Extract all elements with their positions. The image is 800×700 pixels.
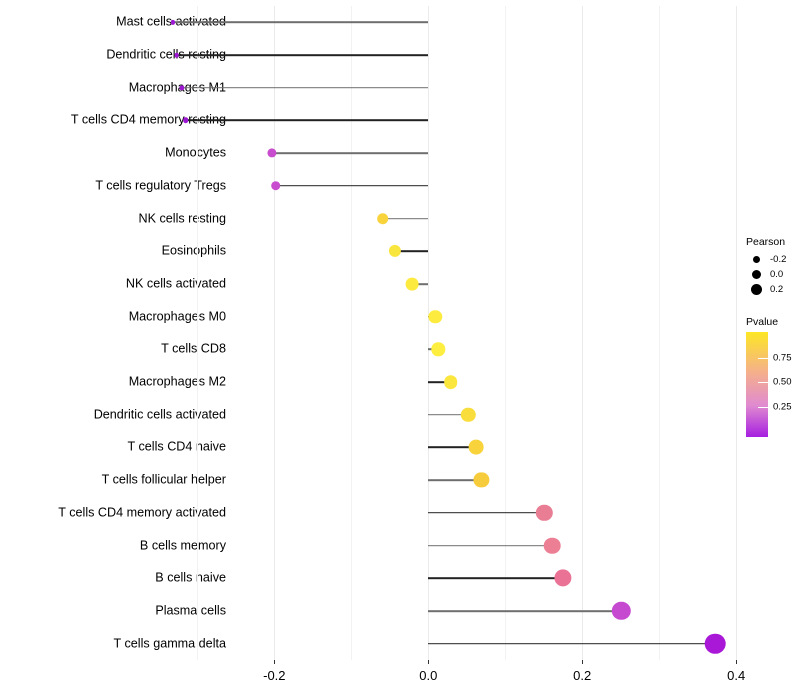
lollipop-point[interactable] bbox=[183, 117, 189, 124]
lollipop-point[interactable] bbox=[271, 181, 281, 191]
lollipop-stem bbox=[172, 21, 429, 24]
lollipop-point[interactable] bbox=[536, 504, 553, 522]
lollipop-stem bbox=[395, 250, 429, 253]
lollipop-stem bbox=[428, 610, 622, 612]
x-tick-mark bbox=[428, 660, 430, 664]
y-axis-label: Macrophages M0 bbox=[128, 309, 226, 324]
legend-group: Pearson -0.2 0.0 0.2 Pvalue 0.75 0.50 0.25 bbox=[746, 236, 800, 437]
lollipop-stem bbox=[176, 54, 429, 56]
lollipop-point[interactable] bbox=[377, 212, 389, 225]
gridline-minor bbox=[197, 6, 199, 660]
lollipop-stem bbox=[272, 152, 429, 154]
gridline-major bbox=[582, 6, 584, 660]
lollipop-stem bbox=[428, 512, 545, 514]
y-axis-label: Dendritic cells activated bbox=[93, 407, 226, 422]
y-axis-label: T cells CD4 memory activated bbox=[58, 505, 226, 520]
x-tick-label: 0.0 bbox=[419, 668, 438, 683]
size-legend-title: Pearson bbox=[746, 236, 786, 248]
y-axis-label: Plasma cells bbox=[155, 603, 226, 618]
gridline-major bbox=[736, 6, 738, 660]
color-legend-title: Pvalue bbox=[746, 316, 779, 328]
lollipop-stem bbox=[185, 119, 429, 122]
lollipop-stem bbox=[428, 381, 451, 383]
y-axis-label: T cells CD8 bbox=[161, 342, 226, 357]
lollipop-point[interactable] bbox=[389, 245, 402, 258]
lollipop-point[interactable] bbox=[428, 309, 442, 324]
colorbar-tick-label: 0.50 bbox=[773, 376, 792, 388]
y-axis-label: NK cells resting bbox=[138, 211, 227, 226]
lollipop-point[interactable] bbox=[468, 440, 484, 455]
y-axis-label: T cells CD4 naive bbox=[127, 440, 226, 455]
size-legend: Pearson -0.2 0.0 0.2 bbox=[746, 236, 800, 297]
y-axis-labels: Mast cells activated Dendritic cells rest… bbox=[0, 0, 226, 666]
gridline-minor bbox=[351, 6, 353, 660]
lollipop-stem bbox=[382, 217, 429, 220]
colorbar-tick-label: 0.25 bbox=[773, 401, 792, 413]
lollipop-stem bbox=[428, 446, 476, 449]
lollipop-point[interactable] bbox=[405, 277, 419, 291]
gridline-major bbox=[274, 6, 276, 660]
y-axis-label: T cells regulatory Tregs bbox=[95, 178, 226, 193]
lollipop-point[interactable] bbox=[170, 20, 175, 25]
size-legend-label: 0.0 bbox=[770, 269, 784, 280]
y-axis-label: Eosinophils bbox=[161, 243, 226, 258]
lollipop-point[interactable] bbox=[543, 537, 561, 554]
lollipop-stem bbox=[428, 413, 469, 416]
y-axis-label: T cells gamma delta bbox=[113, 636, 226, 651]
y-axis-label: B cells memory bbox=[139, 538, 226, 553]
gridline-major bbox=[428, 6, 430, 660]
plot-panel bbox=[170, 6, 740, 660]
y-axis-label: B cells naive bbox=[155, 570, 226, 585]
size-legend-dot bbox=[746, 270, 766, 279]
lollipop-point[interactable] bbox=[443, 375, 458, 389]
y-axis-label: Monocytes bbox=[165, 145, 226, 160]
y-axis-label: NK cells activated bbox=[125, 276, 226, 291]
lollipop-stem bbox=[428, 577, 563, 580]
x-tick-label: 0.4 bbox=[727, 668, 746, 683]
gridline-minor bbox=[659, 6, 661, 660]
lollipop-stem bbox=[428, 479, 482, 481]
size-legend-item: 0.0 bbox=[746, 267, 800, 282]
lollipop-stem bbox=[181, 86, 429, 89]
x-tick-mark bbox=[582, 660, 584, 664]
colorbar-wrap: 0.75 0.50 0.25 bbox=[746, 332, 800, 437]
colorbar-gradient bbox=[746, 332, 768, 437]
lollipop-point[interactable] bbox=[612, 601, 631, 621]
lollipop-stem bbox=[275, 185, 429, 187]
y-axis-label: T cells follicular helper bbox=[101, 472, 226, 487]
lollipop-point[interactable] bbox=[267, 148, 277, 158]
lollipop-point[interactable] bbox=[179, 85, 185, 91]
x-tick-label: -0.2 bbox=[263, 668, 286, 683]
size-legend-items: -0.2 0.0 0.2 bbox=[746, 252, 800, 297]
lollipop-point[interactable] bbox=[554, 569, 572, 587]
lollipop-point[interactable] bbox=[174, 52, 179, 58]
size-legend-dot bbox=[746, 256, 766, 263]
lollipop-point[interactable] bbox=[461, 407, 476, 422]
colorbar-tick-mark bbox=[758, 382, 768, 384]
x-tick-mark bbox=[736, 660, 738, 664]
x-tick-mark bbox=[274, 660, 276, 664]
y-axis-label: Macrophages M2 bbox=[128, 374, 226, 389]
lollipop-stem bbox=[412, 283, 429, 285]
colorbar-tick-mark bbox=[758, 406, 768, 408]
colorbar-tick-mark bbox=[758, 358, 768, 360]
lollipop-stem bbox=[428, 642, 716, 645]
lollipop-stem bbox=[428, 544, 553, 547]
size-legend-label: -0.2 bbox=[770, 254, 787, 265]
size-legend-item: -0.2 bbox=[746, 252, 800, 267]
size-legend-label: 0.2 bbox=[770, 284, 784, 295]
y-axis-label: Dendritic cells resting bbox=[106, 47, 226, 62]
colorbar-tick-label: 0.75 bbox=[773, 352, 792, 364]
size-legend-dot bbox=[746, 284, 766, 295]
gridline-minor bbox=[505, 6, 507, 660]
lollipop-point[interactable] bbox=[473, 472, 489, 488]
color-legend: Pvalue 0.75 0.50 0.25 bbox=[746, 316, 800, 437]
lollipop-point[interactable] bbox=[431, 342, 445, 357]
lollipop-point[interactable] bbox=[705, 633, 726, 654]
size-legend-item: 0.2 bbox=[746, 282, 800, 297]
y-axis-label: Macrophages M1 bbox=[128, 80, 226, 95]
x-tick-label: 0.2 bbox=[573, 668, 592, 683]
